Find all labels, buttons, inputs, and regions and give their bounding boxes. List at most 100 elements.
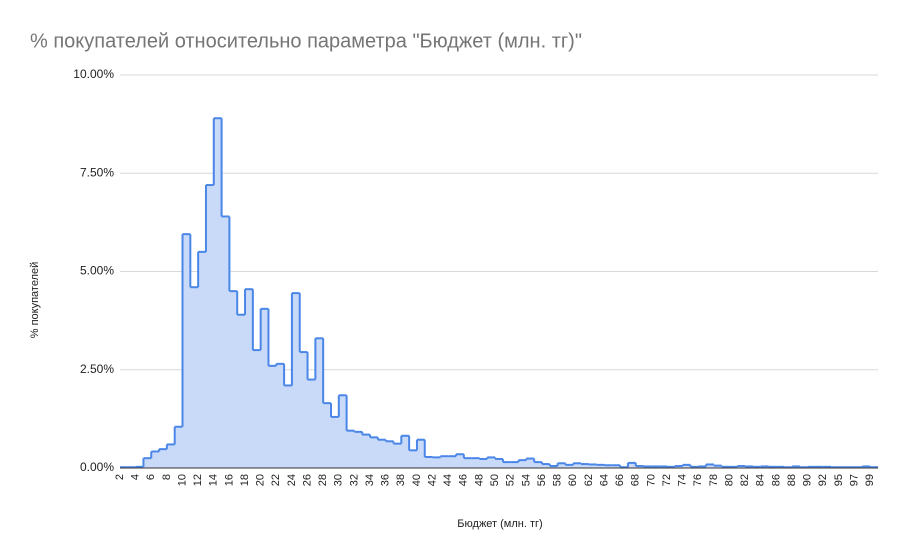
area-step	[416, 439, 426, 468]
y-tick-label: 5.00%	[80, 264, 114, 278]
area-step	[213, 118, 222, 468]
x-tick-label: 62	[583, 474, 595, 486]
area-step	[221, 216, 230, 468]
x-tick-label: 20	[255, 474, 267, 486]
area-step	[393, 443, 402, 468]
x-tick-label: 76	[692, 474, 704, 486]
area-step	[627, 462, 637, 468]
area-step	[362, 434, 371, 468]
x-tick-label: 78	[708, 474, 720, 486]
area-step	[237, 314, 246, 468]
area-step	[518, 460, 527, 468]
area-step	[401, 435, 410, 468]
area-step	[510, 462, 519, 468]
x-tick-label: 97	[848, 474, 860, 486]
area-step	[479, 458, 488, 468]
area-step	[534, 462, 543, 468]
area-step	[565, 464, 574, 468]
x-tick-label: 36	[380, 474, 392, 486]
area-step	[432, 457, 441, 468]
area-step	[143, 458, 152, 468]
area-step	[276, 363, 285, 468]
area-step	[471, 458, 480, 468]
area-step	[284, 385, 293, 468]
area-step	[174, 426, 183, 468]
area-step	[487, 457, 496, 468]
x-tick-label: 32	[348, 474, 360, 486]
x-tick-label: 58	[552, 474, 564, 486]
area-step	[682, 464, 691, 468]
y-tick-label: 2.50%	[80, 362, 114, 376]
x-tick-label: 92	[817, 474, 829, 486]
x-tick-label: 28	[317, 474, 329, 486]
area-step	[706, 464, 715, 468]
area-step	[604, 465, 613, 468]
area-step	[245, 289, 254, 468]
area-step	[495, 458, 504, 468]
x-tick-label: 86	[770, 474, 782, 486]
x-tick-label: 42	[426, 474, 438, 486]
area-step	[456, 454, 465, 468]
area-step	[502, 462, 512, 468]
x-tick-label: 56	[536, 474, 548, 486]
area-step	[713, 465, 723, 468]
area-step	[463, 458, 472, 468]
area-step	[151, 451, 160, 468]
x-tick-label: 52	[505, 474, 517, 486]
area-step	[330, 416, 340, 468]
area-step	[190, 287, 199, 468]
area-step	[252, 350, 261, 468]
x-tick-label: 18	[239, 474, 251, 486]
area-step	[299, 352, 308, 468]
x-tick-label: 40	[411, 474, 423, 486]
x-axis-title: Бюджет (млн. тг)	[457, 518, 542, 530]
area-step	[526, 458, 535, 468]
area-step	[229, 291, 238, 468]
area-step	[385, 441, 394, 468]
x-tick-label: 14	[208, 474, 220, 486]
x-tick-label: 74	[677, 474, 689, 486]
x-tick-label: 70	[645, 474, 657, 486]
area-step	[346, 430, 355, 468]
x-tick-label: 54	[520, 474, 532, 486]
x-tick-label: 50	[489, 474, 501, 486]
area-step	[440, 456, 449, 468]
x-tick-label: 68	[630, 474, 642, 486]
area-step	[588, 464, 597, 468]
area-step	[182, 234, 191, 468]
x-tick-label: 95	[833, 474, 845, 486]
area-step	[323, 403, 332, 468]
x-tick-label: 84	[755, 474, 767, 486]
x-tick-label: 12	[192, 474, 204, 486]
area-step	[338, 395, 347, 468]
x-tick-label: 72	[661, 474, 673, 486]
area-step	[159, 449, 168, 468]
x-tick-label: 48	[473, 474, 485, 486]
y-tick-label: 7.50%	[80, 165, 114, 179]
area-step	[612, 465, 621, 468]
y-tick-label: 0.00%	[80, 460, 114, 474]
x-tick-label: 22	[270, 474, 282, 486]
area-step	[596, 464, 605, 468]
x-tick-label: 16	[223, 474, 235, 486]
area-step	[573, 463, 582, 468]
x-tick-label: 64	[598, 474, 610, 486]
area-step	[205, 185, 215, 469]
area-step	[260, 308, 269, 468]
area-step	[354, 431, 363, 468]
x-tick-label: 44	[442, 474, 454, 486]
x-tick-label: 46	[458, 474, 470, 486]
area-step	[409, 450, 418, 468]
area-step	[315, 338, 324, 468]
area-step	[424, 456, 433, 468]
area-step	[307, 379, 316, 468]
x-tick-label: 4	[130, 474, 142, 480]
chart-title: % покупателей относительно параметра "Бю…	[30, 30, 582, 52]
area-step	[557, 463, 566, 468]
x-tick-label: 2	[114, 474, 126, 480]
x-tick-label: 24	[286, 474, 298, 486]
area-step	[370, 437, 379, 468]
area-step	[581, 464, 590, 468]
